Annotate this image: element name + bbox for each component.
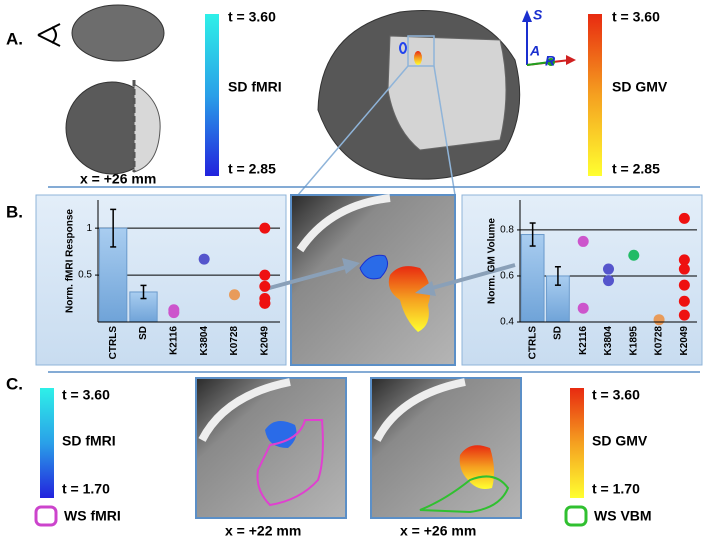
- colorbar-name: SD GMV: [612, 79, 668, 95]
- patient-point: [259, 297, 271, 309]
- axis-label: R: [545, 53, 556, 69]
- colorbar-bottom: t = 1.70: [592, 481, 640, 497]
- ws-outline: [256, 419, 324, 507]
- arrow: [415, 263, 516, 296]
- roi-box: [407, 35, 435, 67]
- patient-point: [229, 289, 240, 301]
- x-tick-label: SD: [138, 326, 149, 340]
- patient-point: [678, 263, 690, 275]
- colorbar-top: t = 3.60: [62, 387, 110, 403]
- patient-point: [678, 309, 690, 321]
- patient-point: [259, 280, 271, 292]
- legend-label: WS fMRI: [64, 508, 121, 524]
- connector: [433, 65, 456, 196]
- patient-point: [259, 222, 271, 234]
- colorbar-bottom: t = 2.85: [228, 161, 276, 177]
- panel-label: A.: [6, 29, 23, 48]
- patient-point: [259, 269, 271, 281]
- legend-swatch: [564, 505, 588, 527]
- brain-top: [71, 4, 165, 62]
- connector: [297, 65, 409, 196]
- colorbar-top: t = 3.60: [228, 9, 276, 25]
- colorbar-name: SD fMRI: [62, 433, 116, 449]
- y-tick-label: 1: [86, 223, 92, 234]
- patient-point: [628, 249, 640, 261]
- y-tick-label: 0.6: [500, 271, 514, 282]
- ws-outline: [419, 475, 510, 514]
- colorbar: [40, 388, 54, 498]
- x-tick-label: K2116: [578, 326, 589, 355]
- legend-label: WS VBM: [594, 508, 652, 524]
- axis-label: A: [529, 43, 540, 59]
- colorbar: [588, 14, 602, 176]
- slice-image: [370, 377, 522, 519]
- colorbar-top: t = 3.60: [612, 9, 660, 25]
- patient-point: [678, 279, 690, 291]
- orientation-axes: [522, 10, 576, 66]
- gmv-blob: [388, 266, 431, 332]
- fmri-blob: [265, 421, 297, 448]
- colorbar-name: SD GMV: [592, 433, 648, 449]
- y-axis-label: Norm. GM Volume: [487, 218, 498, 304]
- gmv-blob: [459, 445, 495, 489]
- colorbar: [205, 14, 219, 176]
- y-tick-label: 0.8: [500, 225, 514, 236]
- arrow: [261, 258, 360, 292]
- colorbar: [570, 388, 584, 498]
- charts: 0.5 1 Norm. fMRI Response CTRLS SD K2116 K3804…: [65, 200, 697, 359]
- fmri-blob: [399, 42, 407, 54]
- x-tick-label: K0728: [229, 326, 240, 356]
- caption: x = +26 mm: [80, 171, 156, 187]
- patient-point: [603, 263, 614, 275]
- chart-panel: [35, 194, 287, 366]
- patient-point: [678, 295, 690, 307]
- colorbar-name: SD fMRI: [228, 79, 282, 95]
- patient-point: [577, 302, 589, 314]
- slice-image: [290, 194, 456, 366]
- legend-swatch: [34, 505, 58, 527]
- slice-image: [195, 377, 347, 519]
- patient-point: [678, 212, 690, 224]
- patient-point: [198, 253, 210, 265]
- x-tick-label: K2116: [168, 326, 179, 355]
- chart-panel: [461, 194, 703, 366]
- brain-cutaway: [387, 35, 507, 151]
- x-tick-label: K0728: [654, 326, 665, 356]
- bar: [520, 234, 545, 323]
- eye-icon: [37, 23, 61, 47]
- x-tick-label: SD: [553, 326, 564, 340]
- x-tick-label: CTRLS: [527, 326, 538, 360]
- caption: x = +26 mm: [400, 523, 476, 539]
- y-tick-label: 0.4: [500, 317, 514, 328]
- x-tick-label: K2049: [259, 326, 270, 356]
- x-tick-label: CTRLS: [108, 326, 119, 360]
- y-axis-label: Norm. fMRI Response: [65, 209, 76, 313]
- axis-label: S: [533, 7, 543, 23]
- patient-point: [577, 235, 589, 247]
- y-tick-label: 0.5: [78, 270, 92, 281]
- colorbar-bottom: t = 2.85: [612, 161, 660, 177]
- x-tick-label: K2049: [679, 326, 690, 356]
- fmri-blob: [359, 254, 389, 280]
- panel-label: C.: [6, 374, 23, 393]
- slice-edge: [198, 378, 291, 442]
- brain-cut: [133, 83, 161, 173]
- slice-edge: [373, 378, 466, 442]
- colorbar-bottom: t = 1.70: [62, 481, 110, 497]
- caption: x = +22 mm: [225, 523, 301, 539]
- patient-point: [603, 275, 614, 287]
- x-tick-label: K3804: [199, 326, 210, 356]
- slice-edge: [296, 194, 391, 253]
- patient-point: [678, 254, 690, 266]
- patient-point: [168, 307, 180, 319]
- x-tick-label: K1895: [628, 326, 639, 356]
- patient-point: [653, 314, 665, 326]
- panel-label: B.: [6, 202, 23, 221]
- colorbar-top: t = 3.60: [592, 387, 640, 403]
- x-tick-label: K3804: [603, 326, 614, 356]
- gmv-blob: [414, 51, 422, 65]
